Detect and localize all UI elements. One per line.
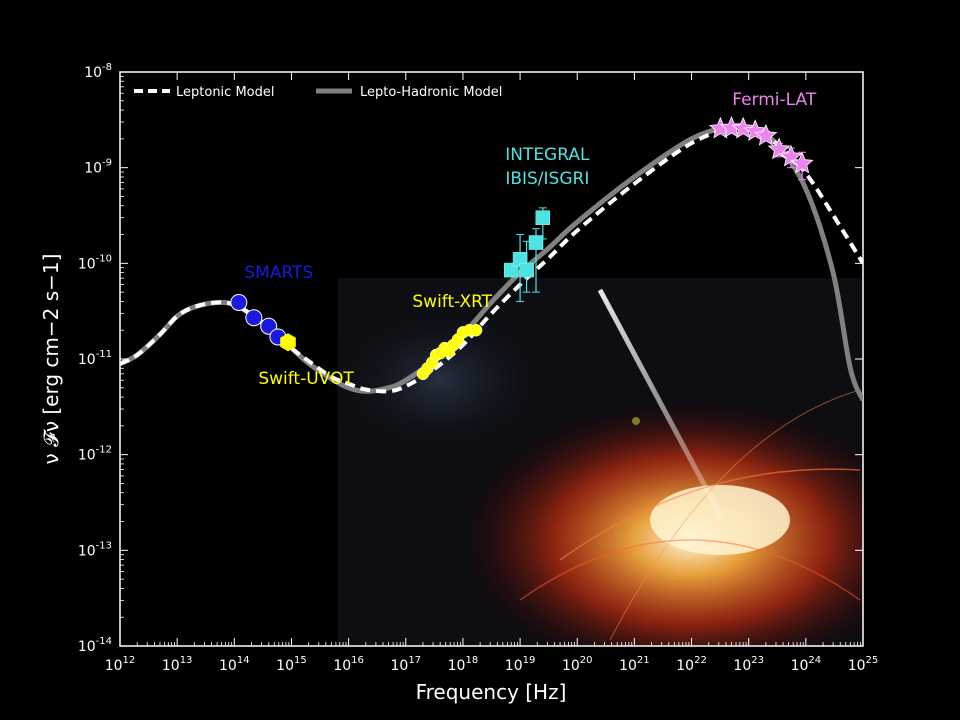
swift-uvot-point	[280, 333, 296, 352]
x-tick-label: 1020	[562, 655, 593, 674]
x-tick-label: 1025	[848, 655, 879, 674]
fermi-lat-point	[719, 115, 743, 138]
legend: Leptonic Model Lepto-Hadronic Model	[134, 85, 502, 100]
y-tick-label: 10-9	[84, 158, 112, 177]
x-tick-label: 1016	[333, 655, 364, 674]
y-tick-label: 10-12	[78, 445, 112, 464]
x-tick-label: 1018	[448, 655, 479, 674]
fermi-lat-point	[790, 151, 814, 174]
x-tick-label: 1017	[390, 655, 421, 674]
x-tick-label: 1022	[676, 655, 707, 674]
x-axis-label: Frequency [Hz]	[416, 680, 567, 704]
x-tick-label: 1024	[791, 655, 822, 674]
x-tick-label: 1021	[619, 655, 650, 674]
smarts-point	[260, 317, 278, 335]
x-tick-label: 1012	[105, 655, 136, 674]
annotation-integral-ibis-isgri: INTEGRAL	[505, 145, 590, 165]
swift-xrt-point	[469, 323, 483, 337]
y-tick-label: 10-14	[78, 636, 112, 655]
fermi-lat-point	[754, 123, 778, 146]
annotation-swift-xrt: Swift-XRT	[412, 292, 492, 312]
y-tick-label: 10-10	[78, 253, 112, 272]
integral-ibis-isgri-point	[528, 235, 544, 250]
annotation-integral-ibis-isgri: IBIS/ISGRI	[505, 169, 589, 189]
x-tick-label: 1013	[162, 655, 193, 674]
smarts-point	[230, 293, 248, 311]
blazar-artwork	[310, 278, 863, 646]
y-tick-label: 10-8	[84, 62, 112, 81]
x-tick-label: 1019	[505, 655, 536, 674]
fermi-lat-point	[731, 116, 755, 139]
x-tick-label: 1014	[219, 655, 250, 674]
annotation-fermi-lat: Fermi-LAT	[732, 90, 817, 110]
y-axis-label: ν 𝓕ν [erg cm−2 s−1]	[39, 254, 63, 465]
x-tick-label: 1023	[733, 655, 764, 674]
y-tick-label: 10-11	[78, 349, 112, 368]
legend-lepto-hadronic-label: Lepto-Hadronic Model	[360, 85, 502, 100]
legend-leptonic-label: Leptonic Model	[176, 85, 274, 100]
integral-ibis-isgri-point	[519, 262, 534, 278]
smarts-point	[245, 309, 263, 327]
y-tick-label: 10-13	[78, 540, 112, 559]
x-tick-label: 1015	[276, 655, 307, 674]
integral-ibis-isgri-point	[535, 210, 551, 225]
annotation-smarts: SMARTS	[244, 263, 313, 283]
annotation-swift-uvot: Swift-UVOT	[258, 369, 354, 389]
